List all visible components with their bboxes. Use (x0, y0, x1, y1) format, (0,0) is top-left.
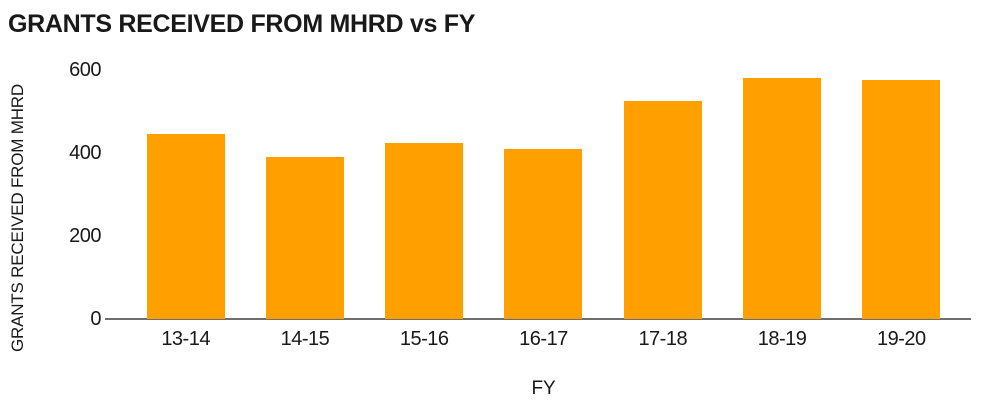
bar-19-20 (862, 80, 941, 319)
y-tick-200: 200 (69, 225, 101, 247)
plot-area (126, 70, 961, 319)
bar-slot-19-20 (842, 70, 961, 319)
y-tick-600: 600 (69, 59, 101, 81)
x-tick-17-18: 17-18 (638, 328, 688, 350)
chart-title: GRANTS RECEIVED FROM MHRD vs FY (8, 10, 476, 38)
y-axis-label: GRANTS RECEIVED FROM MHRD (8, 84, 27, 352)
bar-15-16 (385, 142, 464, 319)
bar-slot-17-18 (603, 70, 722, 319)
bar-14-15 (265, 157, 344, 319)
x-axis-ticks: 13-14 14-15 15-16 16-17 17-18 18-19 19-20 (126, 327, 961, 351)
x-tick-16-17: 16-17 (519, 328, 568, 350)
bar-18-19 (743, 78, 822, 319)
y-tick-400: 400 (69, 142, 101, 164)
x-axis-line (105, 318, 971, 320)
bar-slot-16-17 (484, 70, 603, 319)
x-tick-14-15: 14-15 (280, 328, 330, 350)
x-tick-15-16: 15-16 (399, 328, 449, 350)
x-axis-label: FY (531, 378, 556, 399)
y-tick-0: 0 (90, 308, 101, 330)
bar-13-14 (146, 134, 225, 319)
bar-slot-13-14 (126, 70, 245, 319)
bar-slot-18-19 (722, 70, 841, 319)
bar-slot-15-16 (365, 70, 484, 319)
x-tick-18-19: 18-19 (757, 328, 807, 350)
bar-slot-14-15 (245, 70, 364, 319)
bar-17-18 (623, 101, 702, 319)
x-tick-13-14: 13-14 (161, 328, 210, 350)
x-tick-19-20: 19-20 (877, 328, 926, 350)
y-axis-ticks: 0 200 400 600 (30, 0, 101, 412)
bar-16-17 (504, 148, 583, 319)
